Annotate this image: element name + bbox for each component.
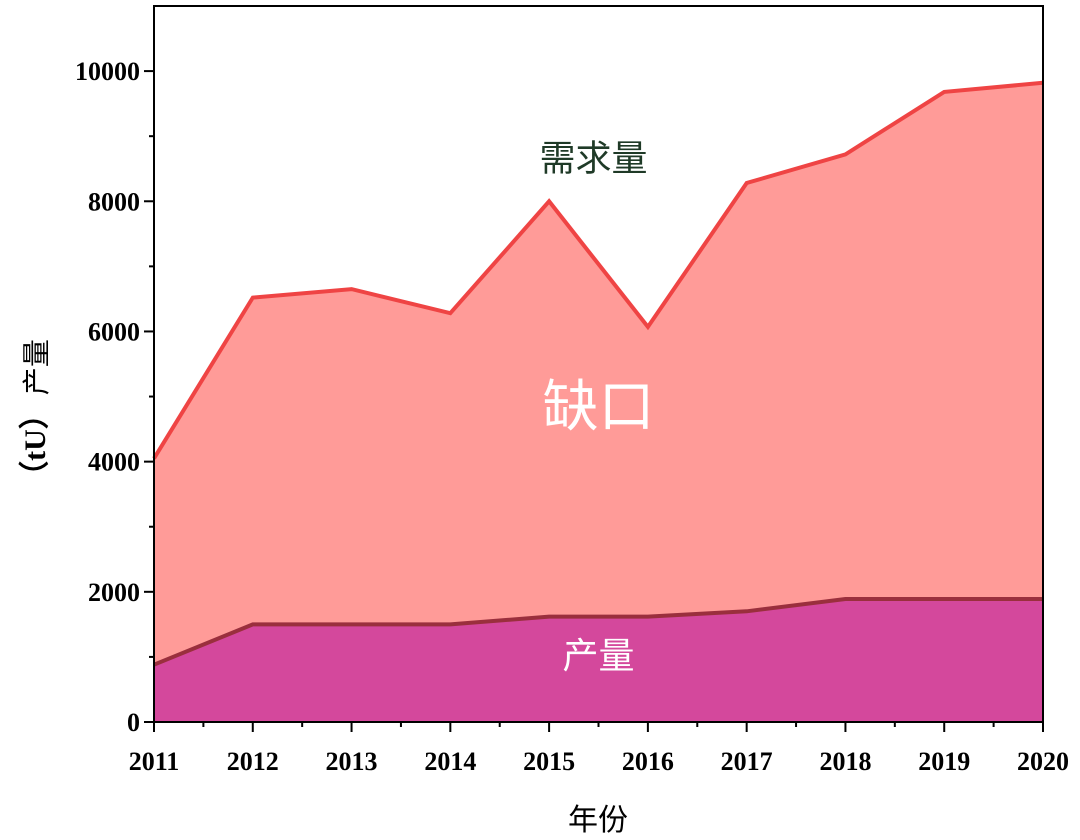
x-tick-label: 2012: [227, 747, 279, 776]
y-axis-ticks: 0 2000 4000 6000 8000 10000: [75, 57, 154, 737]
plot-areas: [152, 80, 1044, 723]
area-series-1: [154, 599, 1043, 722]
x-tick-label: 2015: [523, 747, 575, 776]
x-tick-label: 2018: [819, 747, 871, 776]
x-tick-label: 2019: [918, 747, 970, 776]
y-tick-label: 10000: [75, 57, 140, 86]
annotation-gap: 缺口: [543, 375, 655, 440]
y-tick-label: 8000: [88, 187, 140, 216]
line-series-0: [152, 80, 1044, 460]
y-tick-label: 2000: [88, 578, 140, 607]
annotation-production: 产量: [562, 636, 634, 677]
x-tick-label: 2011: [129, 747, 180, 776]
y-axis-title: （tU） 产量: [18, 339, 53, 491]
x-axis-ticks: 2011 2012 2013 2014 2015 2016 2017 2018 2019 2020: [129, 722, 1069, 776]
annotation-demand: 需求量: [540, 139, 648, 180]
y-axis-title-text: 产量: [20, 339, 53, 395]
x-tick-label: 2013: [326, 747, 378, 776]
x-tick-label: 2014: [424, 747, 476, 776]
annotations: 需求量 缺口 产量: [540, 139, 655, 677]
y-tick-label: 0: [127, 708, 140, 737]
y-tick-label: 6000: [88, 317, 140, 346]
x-tick-label: 2017: [721, 747, 773, 776]
y-axis-title-unit: （tU）: [18, 399, 52, 491]
area-series-0: [154, 82, 1043, 723]
x-axis-title: 年份: [568, 803, 628, 838]
x-tick-label: 2016: [622, 747, 674, 776]
line-series-1: [153, 597, 1043, 667]
x-tick-label: 2020: [1017, 747, 1069, 776]
y-tick-label: 4000: [88, 448, 140, 477]
svg-text:（tU） 产量: （tU） 产量: [18, 339, 53, 491]
